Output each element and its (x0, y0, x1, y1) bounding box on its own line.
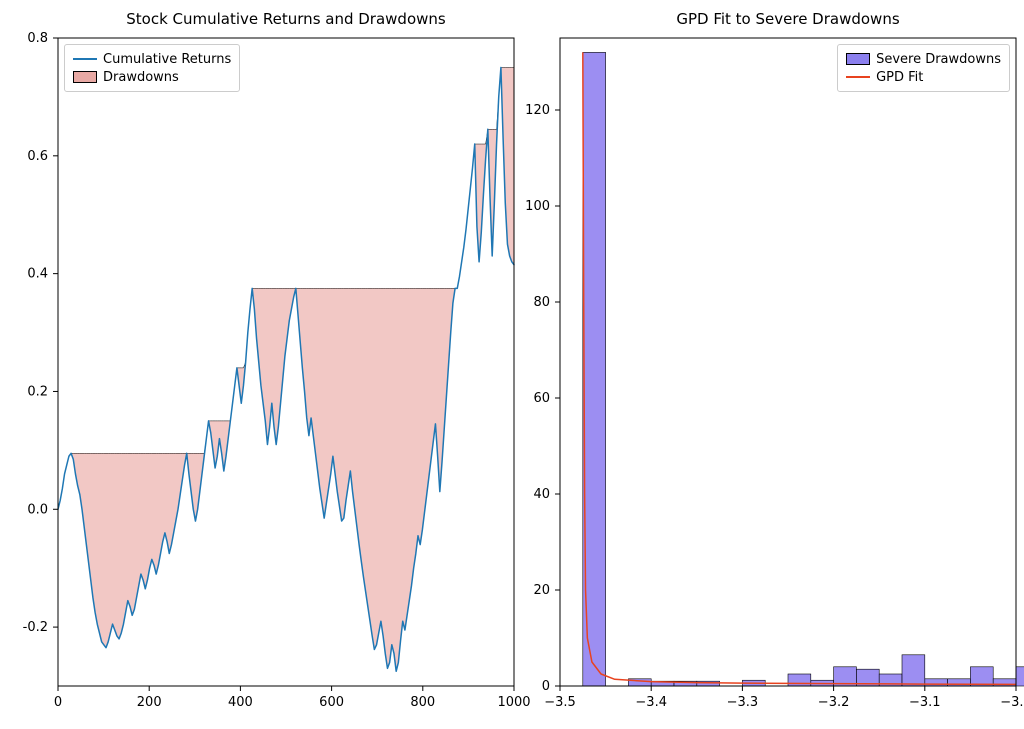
svg-text:100: 100 (525, 199, 550, 214)
svg-text:40: 40 (533, 487, 550, 502)
legend-label: Drawdowns (103, 70, 179, 85)
legend-swatch-line (846, 76, 870, 78)
left-chart-legend: Cumulative Returns Drawdowns (64, 44, 240, 92)
svg-text:800: 800 (410, 695, 435, 710)
svg-text:−3.1: −3.1 (909, 695, 941, 710)
svg-text:600: 600 (319, 695, 344, 710)
drawdowns-fill (58, 67, 514, 671)
svg-text:0.6: 0.6 (27, 149, 48, 164)
svg-text:0.2: 0.2 (27, 384, 48, 399)
figure: Stock Cumulative Returns and Drawdowns 0… (0, 0, 1024, 729)
svg-text:120: 120 (525, 103, 550, 118)
legend-swatch-patch (73, 71, 97, 83)
svg-text:1000: 1000 (497, 695, 530, 710)
svg-text:80: 80 (533, 295, 550, 310)
svg-text:−3.4: −3.4 (635, 695, 667, 710)
legend-label: GPD Fit (876, 70, 923, 85)
legend-item-severe-drawdowns: Severe Drawdowns (846, 50, 1001, 68)
legend-item-drawdowns: Drawdowns (73, 68, 231, 86)
histogram-bar (970, 667, 993, 686)
legend-item-cumulative-returns: Cumulative Returns (73, 50, 231, 68)
right-chart-title: GPD Fit to Severe Drawdowns (560, 10, 1016, 28)
gpd-fit-line (583, 52, 1016, 684)
svg-text:20: 20 (533, 583, 550, 598)
histogram-bar (1016, 667, 1024, 686)
legend-swatch-patch (846, 53, 870, 65)
svg-text:−3.0: −3.0 (1000, 695, 1024, 710)
legend-swatch-line (73, 58, 97, 60)
svg-text:200: 200 (137, 695, 162, 710)
left-chart-svg: 02004006008001000-0.20.00.20.40.60.8 (58, 38, 514, 686)
right-chart-svg: −3.5−3.4−3.3−3.2−3.1−3.0020406080100120 (560, 38, 1016, 686)
left-chart-title: Stock Cumulative Returns and Drawdowns (58, 10, 514, 28)
svg-text:−3.5: −3.5 (544, 695, 576, 710)
histogram-bar (902, 655, 925, 686)
left-chart-panel: Stock Cumulative Returns and Drawdowns 0… (58, 38, 514, 686)
right-chart-legend: Severe Drawdowns GPD Fit (837, 44, 1010, 92)
svg-text:0.4: 0.4 (27, 267, 48, 282)
legend-label: Severe Drawdowns (876, 52, 1001, 67)
svg-text:−3.2: −3.2 (818, 695, 850, 710)
histogram-bar (697, 681, 720, 686)
svg-text:0.0: 0.0 (27, 502, 48, 517)
legend-item-gpd-fit: GPD Fit (846, 68, 1001, 86)
svg-text:60: 60 (533, 391, 550, 406)
right-chart-panel: GPD Fit to Severe Drawdowns −3.5−3.4−3.3… (560, 38, 1016, 686)
legend-label: Cumulative Returns (103, 52, 231, 67)
svg-text:400: 400 (228, 695, 253, 710)
svg-text:−3.3: −3.3 (727, 695, 759, 710)
histogram-bar (925, 679, 948, 686)
svg-text:-0.2: -0.2 (23, 620, 48, 635)
svg-text:0: 0 (542, 679, 550, 694)
svg-text:0: 0 (54, 695, 62, 710)
svg-text:0.8: 0.8 (27, 31, 48, 46)
